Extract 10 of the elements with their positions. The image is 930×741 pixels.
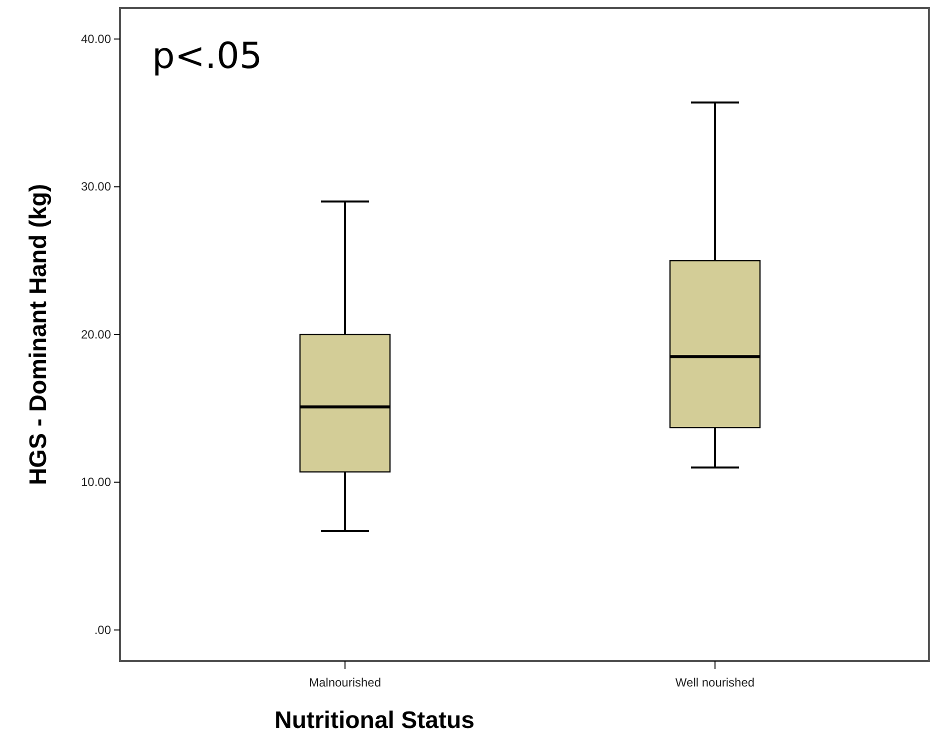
y-tick-label: 30.00 <box>80 180 112 194</box>
y-tick-label: 40.00 <box>80 32 112 46</box>
annotation: p<.05 <box>152 36 262 77</box>
y-axis-title: HGS - Dominant Hand (kg) <box>25 184 52 486</box>
x-tick-label: Malnourished <box>308 675 382 690</box>
y-tick-label: 10.00 <box>80 475 112 490</box>
y-tick-label: .00 <box>94 622 112 637</box>
x-tick-label: Well nourished <box>675 675 755 690</box>
y-tick-label: 20.00 <box>80 327 112 342</box>
x-axis-title: Nutritional Status <box>274 707 475 734</box>
